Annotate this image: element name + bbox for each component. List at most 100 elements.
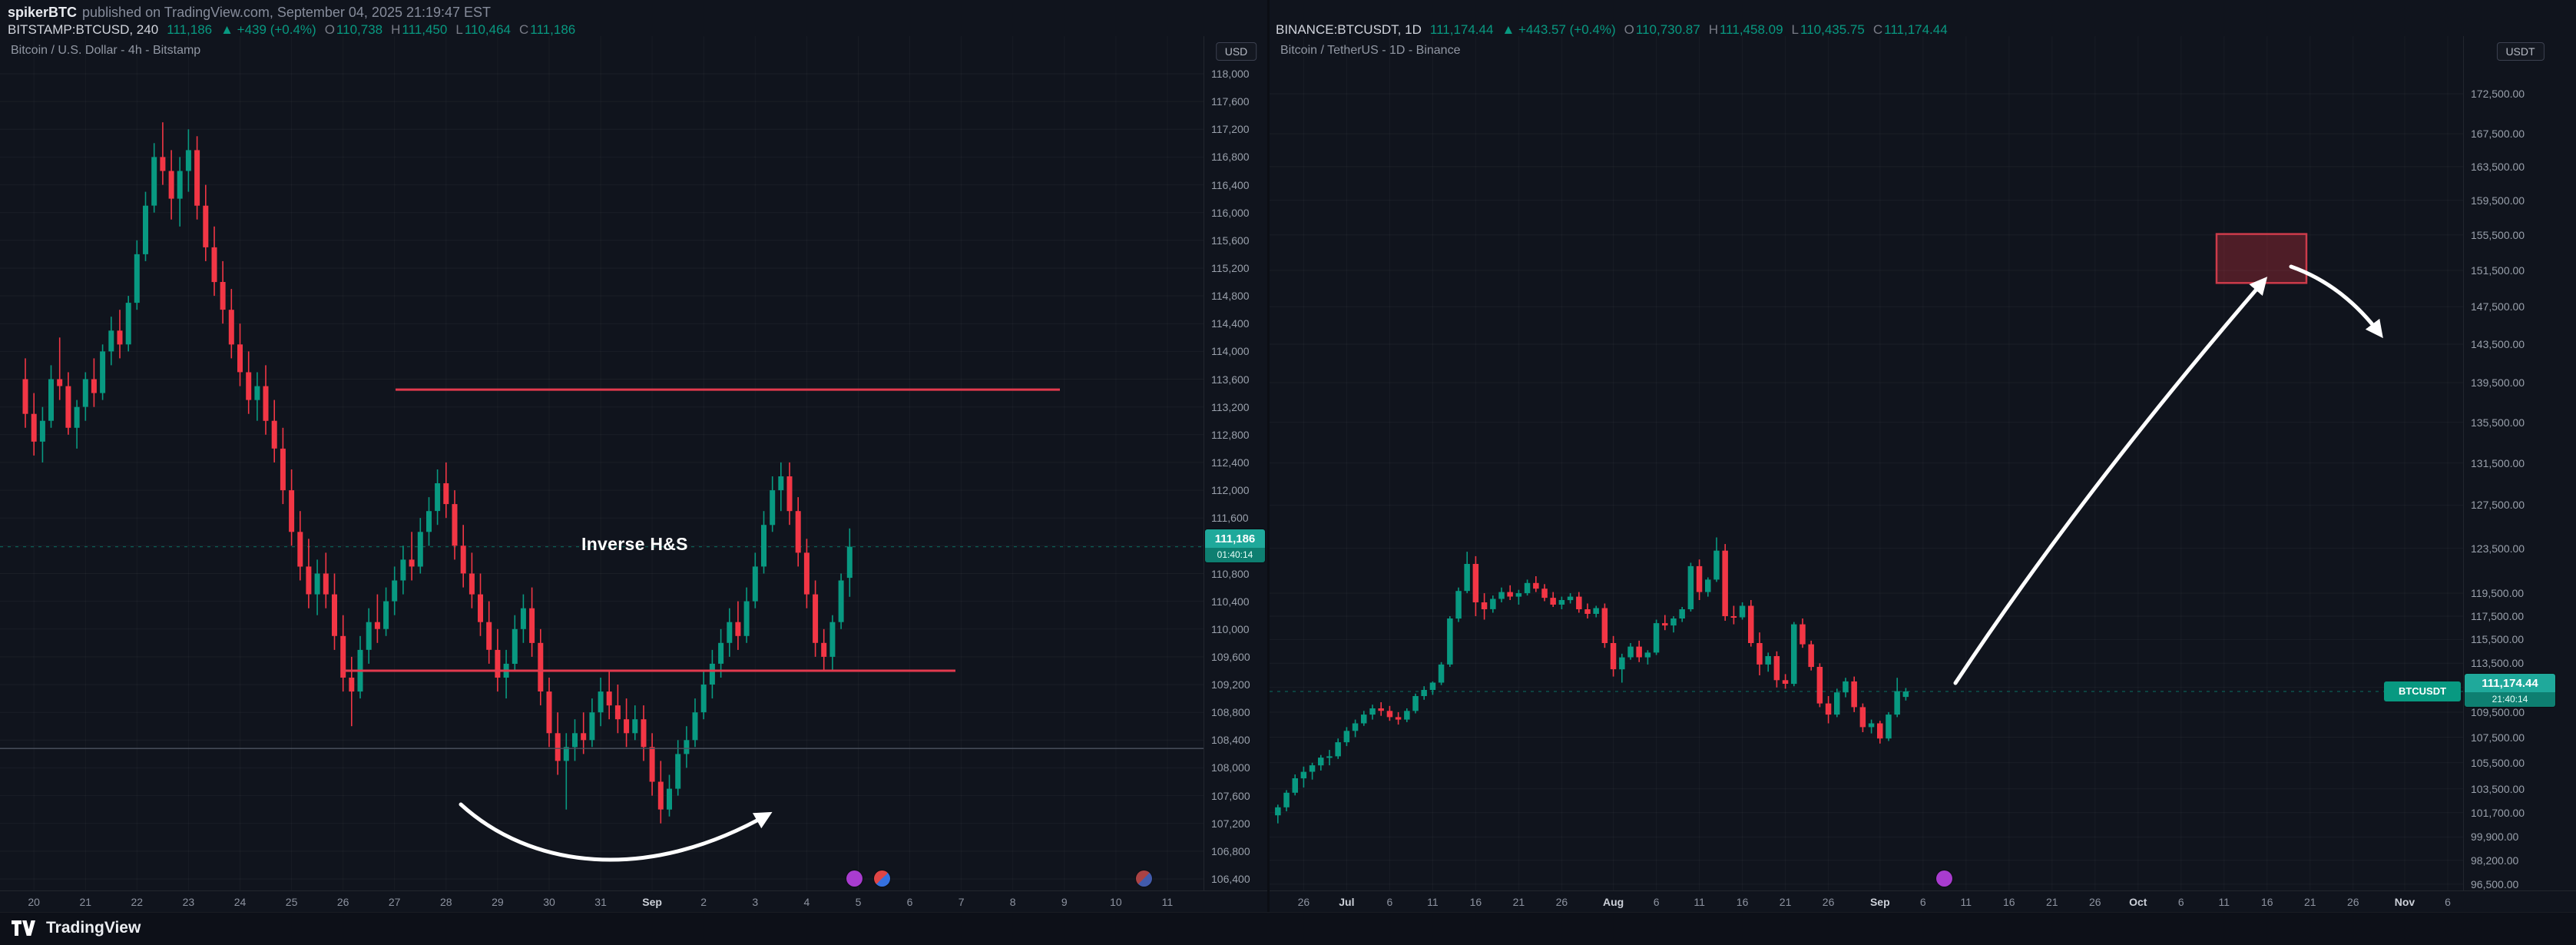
left-currency-chip[interactable]: USD	[1215, 42, 1257, 61]
time-axis-label: 16	[1469, 896, 1482, 908]
price-axis-label: 116,400	[1211, 178, 1250, 191]
right-low-value: L 110,435.75	[1791, 22, 1865, 37]
price-axis-label: 105,500.00	[2471, 756, 2525, 769]
calendar-event-icon[interactable]	[846, 870, 863, 887]
right-change: ▲ +443.57 (+0.4%)	[1502, 22, 1616, 37]
price-axis-label: 167,500.00	[2471, 128, 2525, 141]
right-last-price-badge: 111,174.44 21:40:14	[2465, 674, 2555, 707]
time-axis-label: 6	[2177, 896, 2184, 908]
time-axis-label: 4	[803, 896, 810, 908]
time-axis-label: 11	[1427, 896, 1439, 908]
grid-layer	[1270, 93, 2463, 885]
price-axis-label: 109,200	[1211, 678, 1250, 691]
target-zone-box[interactable]	[2215, 233, 2308, 284]
time-axis-label: 29	[492, 896, 504, 908]
right-currency-chip[interactable]: USDT	[2496, 42, 2545, 61]
time-axis-label: 21	[79, 896, 92, 908]
time-axis-label: 26	[1555, 896, 1568, 908]
price-axis-label: 123,500.00	[2471, 542, 2525, 555]
economic-event-flag-icon[interactable]	[874, 870, 890, 887]
time-axis-label: Aug	[1602, 896, 1624, 908]
time-axis-label: 7	[958, 896, 965, 908]
panel-divider	[1267, 0, 1270, 912]
time-axis-label: 16	[2003, 896, 2015, 908]
price-axis-label: 115,600	[1211, 234, 1250, 247]
price-axis-label: 108,000	[1211, 761, 1250, 774]
left-price-axis[interactable]: USD 118,000 117,600 117,200 116,800 116,400 1…	[1204, 36, 1268, 890]
time-axis-label: 26	[1822, 896, 1835, 908]
time-axis-label: 11	[1161, 896, 1174, 908]
calendar-event-icon-right[interactable]	[1936, 870, 1952, 887]
price-axis-label: 108,400	[1211, 734, 1250, 747]
price-axis-label: 139,500.00	[2471, 376, 2525, 390]
price-axis-label: 111,600	[1211, 512, 1249, 525]
price-axis-label: 172,500.00	[2471, 88, 2525, 100]
right-symbol-label[interactable]: BINANCE:BTCUSDT, 1D	[1276, 22, 1422, 37]
time-axis-label: 31	[594, 896, 607, 908]
time-axis-label: 27	[388, 896, 401, 908]
price-axis-label: 99,900.00	[2471, 831, 2519, 844]
time-axis-label: 21	[1779, 896, 1792, 908]
price-axis-label: 116,800	[1211, 151, 1250, 164]
price-axis-label: 110,400	[1211, 595, 1250, 608]
rejection-down-arrow[interactable]	[2289, 264, 2383, 339]
price-axis-label: 117,500.00	[2471, 610, 2525, 622]
price-axis-label: 110,000	[1211, 622, 1250, 635]
right-chart-plot[interactable]: Bitcoin / TetherUS - 1D - Binance	[1270, 36, 2463, 890]
price-axis-label: 117,600	[1211, 95, 1250, 108]
price-axis-label: 106,400	[1211, 873, 1250, 885]
price-axis-label: 107,200	[1211, 817, 1250, 830]
price-axis-label: 106,800	[1211, 844, 1250, 857]
left-close-value: C 111,186	[519, 22, 576, 37]
price-axis-label: 159,500.00	[2471, 194, 2525, 207]
economic-event-flag-icon-2[interactable]	[1136, 870, 1152, 887]
rounding-bottom-arrow[interactable]	[459, 802, 773, 862]
left-symbol-label[interactable]: BITSTAMP:BTCUSD, 240	[8, 22, 159, 37]
time-axis-label: Nov	[2394, 896, 2415, 908]
left-badge-countdown: 01:40:14	[1205, 548, 1265, 562]
time-axis-label: 21	[2046, 896, 2058, 908]
time-axis-label: 5	[855, 896, 862, 908]
projection-up-arrow[interactable]	[1953, 277, 2268, 685]
author-name[interactable]: spikerBTC	[8, 5, 78, 20]
price-axis-label: 151,500.00	[2471, 264, 2525, 277]
right-time-axis[interactable]: 26 Jul 6 11 16 21 26 Aug 6 11 16 21 26 Sep 6 11 16 21 26 Oc…	[1270, 890, 2576, 913]
price-axis-label: 147,500.00	[2471, 300, 2525, 313]
right-candlestick-chart	[1270, 93, 2463, 885]
price-axis-label: 115,500.00	[2471, 633, 2525, 646]
time-axis-label: 11	[2218, 896, 2230, 908]
price-axis-label: 143,500.00	[2471, 338, 2525, 350]
time-axis-label: 6	[1919, 896, 1926, 908]
time-axis-label: 26	[336, 896, 349, 908]
byline: spikerBTC published on TradingView.com, S…	[8, 5, 491, 21]
left-time-axis[interactable]: 20 21 22 23 24 25 26 27 28 29 30 31 Sep 2 3 4 5 6 7 8 9 10 11	[0, 890, 1267, 913]
price-axis-label: 127,500.00	[2471, 499, 2525, 512]
tradingview-brand[interactable]: TradingView	[11, 919, 141, 937]
time-axis-label: 8	[1009, 896, 1016, 908]
price-axis-label: 101,700.00	[2471, 806, 2525, 819]
price-axis-label: 113,600	[1211, 373, 1250, 386]
right-price-axis[interactable]: USDT 172,500.00 167,500.00 163,500.00 159,5…	[2463, 36, 2576, 890]
price-axis-label: 98,200.00	[2471, 854, 2519, 867]
time-axis-label: 26	[2089, 896, 2101, 908]
price-axis-label: 107,600	[1211, 789, 1250, 802]
inverse-hs-annotation[interactable]: Inverse H&S	[581, 534, 688, 554]
time-axis-label: 6	[1653, 896, 1660, 908]
price-axis-label: 135,500.00	[2471, 416, 2525, 429]
tradingview-wordmark: TradingView	[46, 919, 141, 937]
time-axis-label: Oct	[2129, 896, 2147, 908]
time-axis-label: 16	[1736, 896, 1749, 908]
price-axis-label: 112,800	[1211, 428, 1250, 441]
left-last-price-badge: 111,186 01:40:14	[1205, 529, 1265, 562]
time-axis-label: 6	[906, 896, 913, 908]
time-axis-label: 10	[1110, 896, 1122, 908]
byline-text: published on TradingView.com, September …	[82, 5, 492, 20]
price-axis-label: 113,500.00	[2471, 657, 2525, 670]
time-axis-label: 9	[1061, 896, 1068, 908]
horizontal-level-lines[interactable]	[0, 388, 1204, 749]
tradingview-logo-icon	[12, 920, 35, 936]
left-chart-plot[interactable]: Bitcoin / U.S. Dollar - 4h - Bitstamp In…	[0, 36, 1204, 890]
price-axis-label: 117,200	[1211, 123, 1250, 136]
price-axis-label: 113,200	[1211, 400, 1250, 413]
